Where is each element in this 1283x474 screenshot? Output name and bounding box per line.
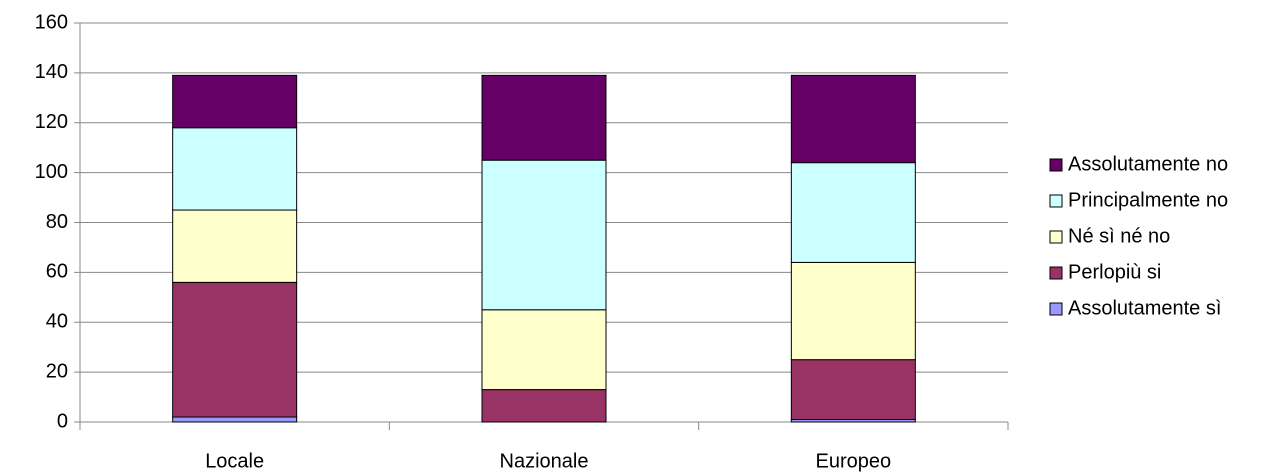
legend-swatch (1049, 158, 1063, 172)
bar-segment (172, 74, 298, 129)
legend-swatch (1049, 194, 1063, 208)
legend-label: Assolutamente no (1068, 153, 1228, 175)
legend-swatch (1049, 302, 1063, 316)
bar-segment (172, 209, 298, 283)
y-tick-label: 60 (46, 261, 68, 283)
bar-segment (481, 309, 607, 391)
x-tick-label: Europeo (816, 450, 892, 472)
y-tick-label: 80 (46, 211, 68, 233)
bar-segment (790, 74, 916, 164)
legend-swatch (1049, 230, 1063, 244)
bar-segment (172, 127, 298, 211)
bar-segment (790, 162, 916, 263)
bar-segment (172, 416, 298, 423)
bar-segment (790, 261, 916, 361)
y-tick-label: 20 (46, 360, 68, 382)
legend-label: Perlopiù si (1068, 261, 1161, 283)
legend-label: Principalmente no (1068, 189, 1228, 211)
y-tick-label: 100 (35, 161, 68, 183)
x-tick-label: Locale (205, 450, 264, 472)
bar-segment (790, 359, 916, 421)
y-tick-label: 120 (35, 111, 68, 133)
legend-label: Assolutamente sì (1068, 297, 1221, 319)
bar-segment (172, 281, 298, 418)
legend-label: Né sì né no (1068, 225, 1170, 247)
bar-segment (481, 389, 607, 423)
x-tick-label: Nazionale (500, 450, 589, 472)
y-tick-label: 0 (57, 410, 68, 432)
y-tick-label: 140 (35, 61, 68, 83)
y-tick-label: 40 (46, 311, 68, 333)
legend-swatch (1049, 266, 1063, 280)
bar-segment (481, 74, 607, 161)
y-tick-label: 160 (35, 11, 68, 33)
bar-segment (481, 159, 607, 311)
